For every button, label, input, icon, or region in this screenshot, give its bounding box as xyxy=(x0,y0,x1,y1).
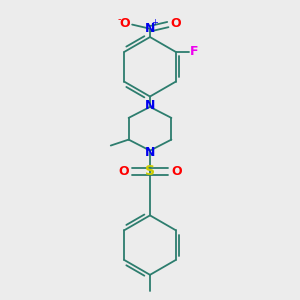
Text: S: S xyxy=(145,164,155,178)
Text: O: O xyxy=(118,165,129,178)
Text: N: N xyxy=(145,146,155,159)
Text: N: N xyxy=(145,99,155,112)
Text: N: N xyxy=(145,22,155,35)
Text: O: O xyxy=(170,17,181,31)
Text: F: F xyxy=(190,45,199,58)
Text: +: + xyxy=(151,18,158,27)
Text: O: O xyxy=(171,165,182,178)
Text: -: - xyxy=(117,14,121,24)
Text: O: O xyxy=(119,17,130,31)
